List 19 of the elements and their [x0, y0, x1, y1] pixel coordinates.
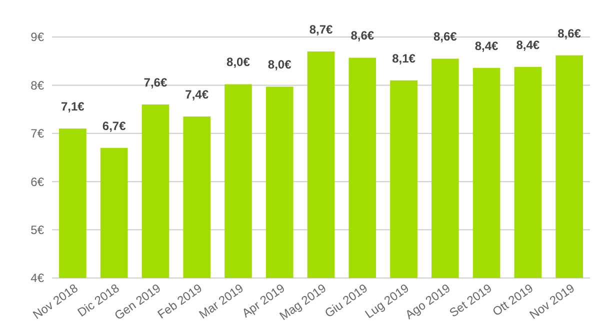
data-label: 8,4€	[516, 38, 540, 52]
data-label: 8,0€	[226, 55, 250, 70]
data-label: 8,0€	[268, 58, 292, 72]
data-label: 7,6€	[144, 75, 168, 90]
y-tick-label: 9€	[30, 30, 44, 44]
y-tick-label: 8€	[30, 78, 44, 92]
y-tick-label: 7€	[30, 126, 44, 141]
y-tick-label: 4€	[30, 271, 44, 286]
data-label: 8,1€	[392, 51, 416, 66]
data-label: 8,6€	[433, 30, 458, 44]
data-label: 8,6€	[350, 28, 374, 43]
data-label: 8,7€	[309, 22, 333, 36]
y-tick-label: 6€	[30, 174, 44, 189]
y-tick-label: 5€	[30, 223, 44, 237]
data-label: 6,7€	[102, 118, 126, 133]
data-label: 8,6€	[558, 26, 582, 40]
data-label: 8,4€	[474, 38, 499, 53]
data-label: 7,4€	[185, 88, 209, 102]
data-label: 7,1€	[61, 100, 85, 114]
